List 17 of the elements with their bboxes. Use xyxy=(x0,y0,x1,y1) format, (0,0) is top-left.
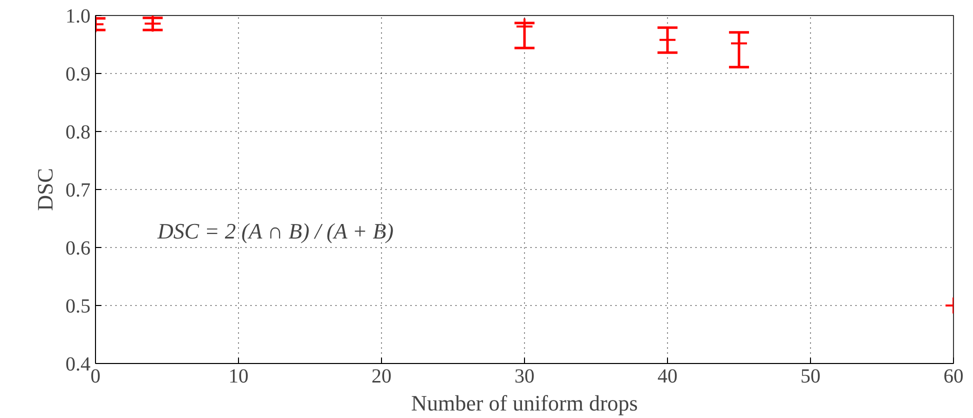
y-tick-label: 0.6 xyxy=(66,238,90,260)
x-tick-label: 40 xyxy=(658,366,678,388)
y-tick-label: 1.0 xyxy=(66,6,90,28)
annotation: DSC = 2 (A ∩ B) / (A + B) xyxy=(156,218,394,244)
x-tick-label: 60 xyxy=(944,366,964,388)
x-tick-label: 10 xyxy=(228,366,248,388)
x-tick-label: 0 xyxy=(90,366,100,388)
x-tick-label: 20 xyxy=(372,366,392,388)
x-tick-label: 50 xyxy=(800,366,820,388)
y-tick-label: 0.9 xyxy=(66,64,90,86)
y-tick-label: 0.8 xyxy=(66,122,90,144)
y-tick-label: 0.4 xyxy=(66,354,90,376)
y-tick-label: 0.5 xyxy=(66,296,90,318)
x-axis-title: Number of uniform drops xyxy=(411,390,638,416)
x-tick-label: 30 xyxy=(514,366,534,388)
y-axis-title: DSC xyxy=(32,168,58,211)
y-tick-label: 0.7 xyxy=(66,180,90,202)
